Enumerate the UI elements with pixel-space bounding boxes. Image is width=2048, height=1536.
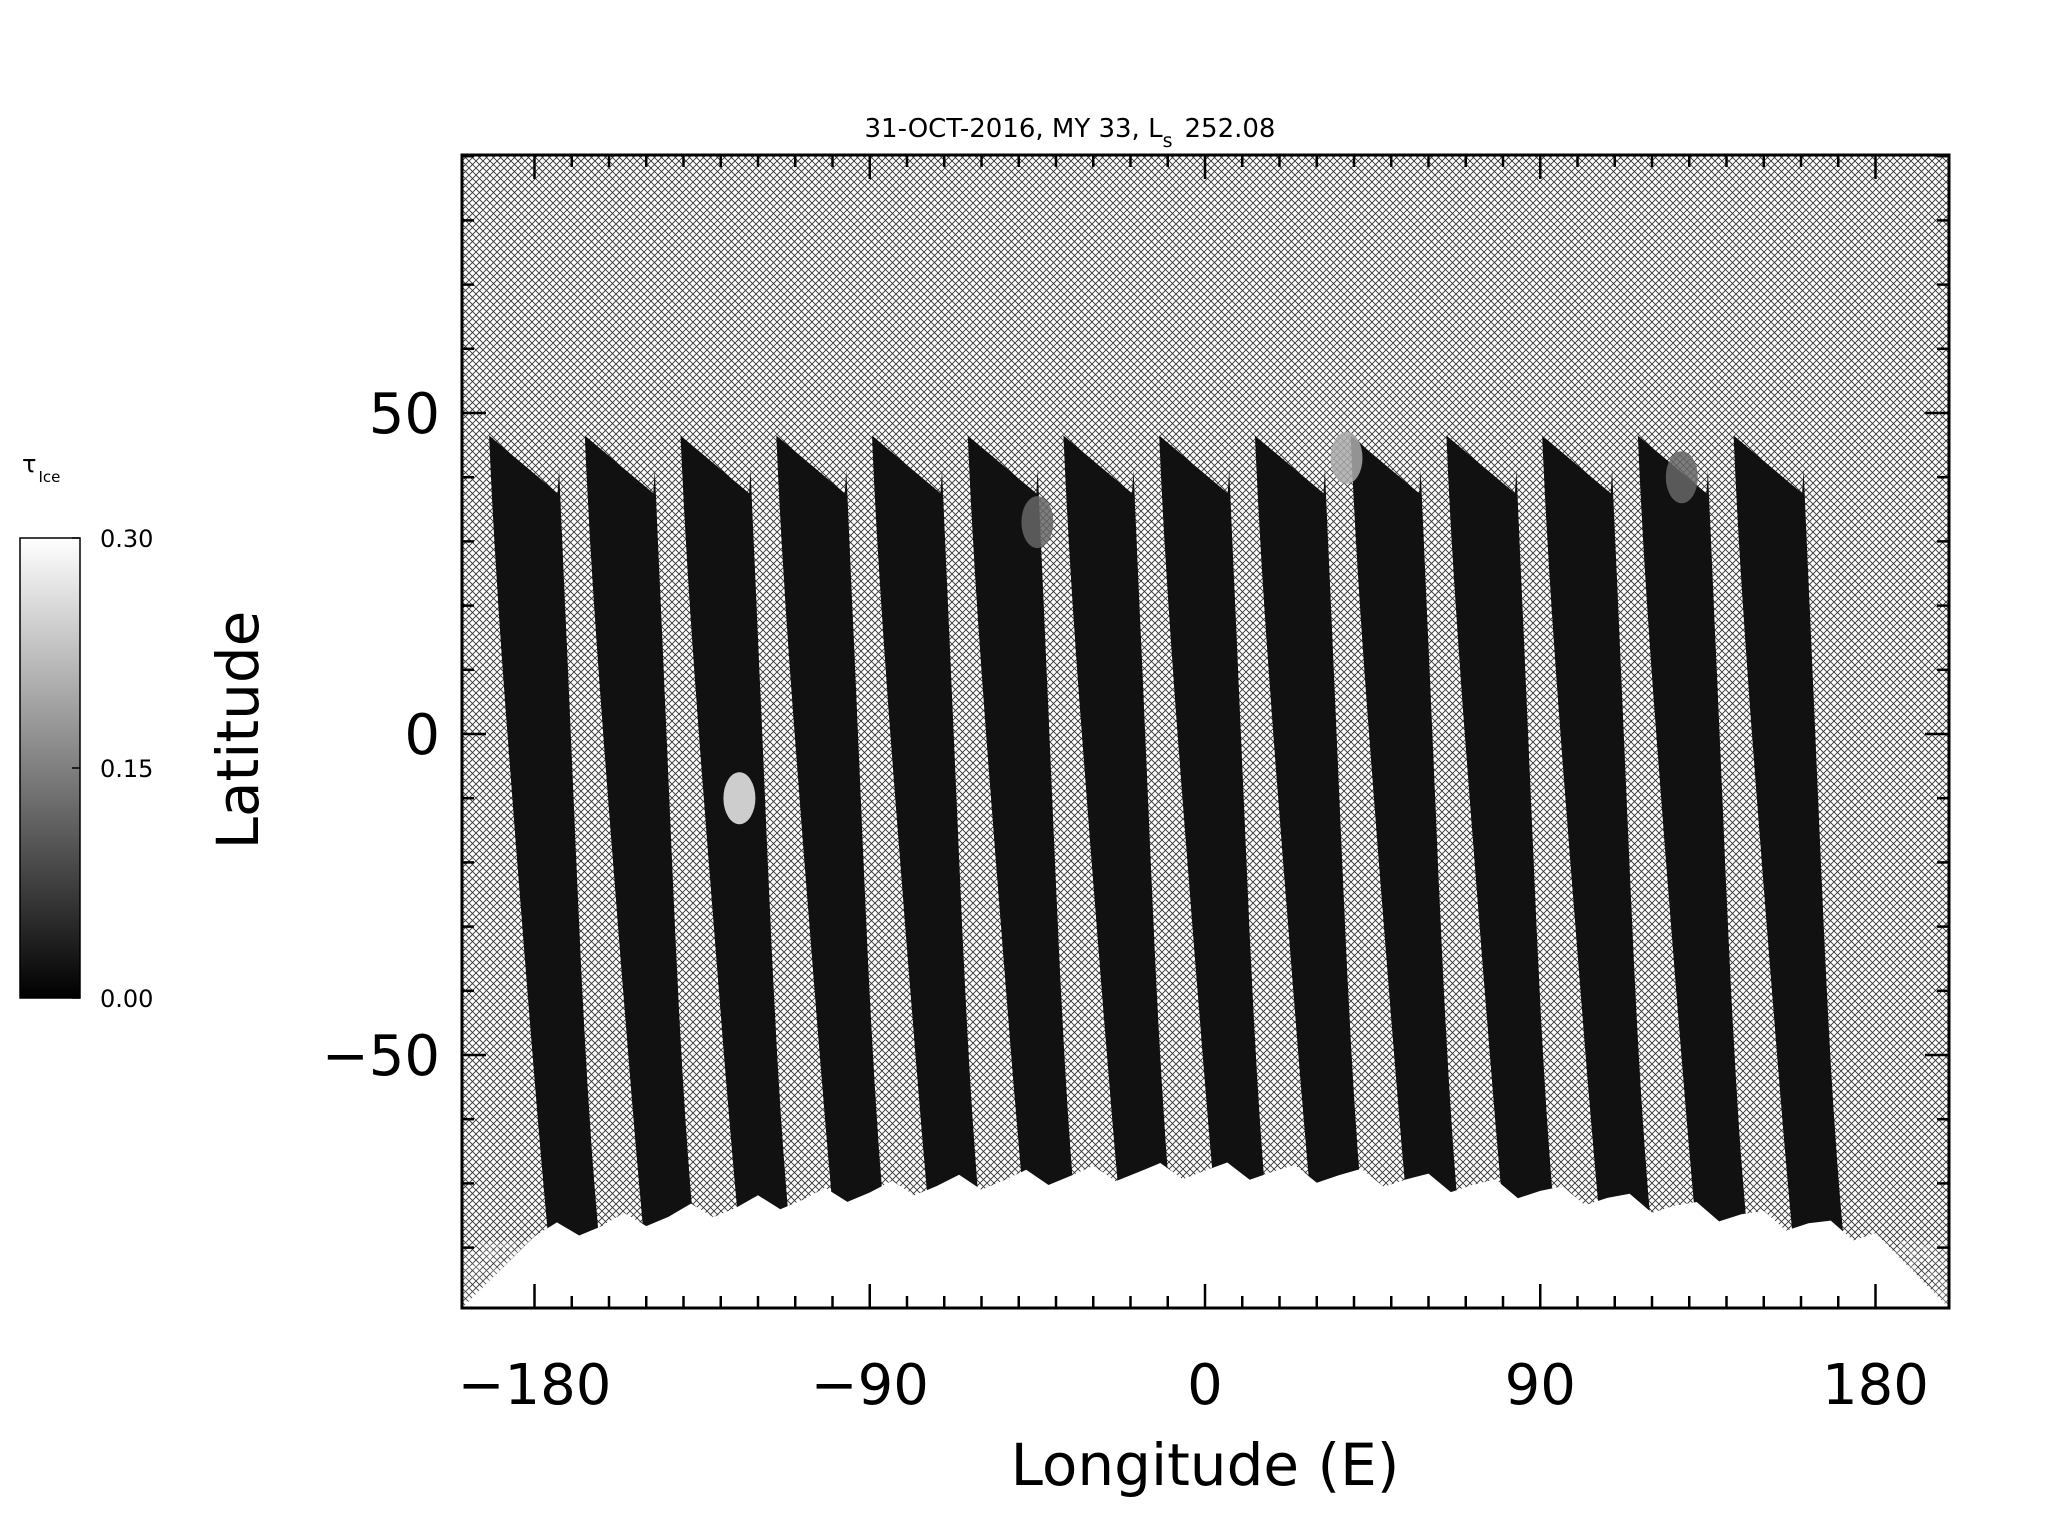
bright-feature-2 [1330, 431, 1363, 484]
axis-ticks [462, 154, 1949, 1308]
chart-title-subscript: s [1163, 130, 1173, 152]
x-tick-label: 0 [1187, 1353, 1223, 1418]
y-tick-label: 0 [404, 703, 440, 768]
swath-1 [489, 435, 601, 1258]
colorbar-ticks: 0.00 0.15 0.30 [72, 525, 153, 1013]
tick-labels: −180 −90 0 90 180 −50 0 50 [322, 382, 1929, 1418]
swath-layer [489, 435, 1846, 1258]
colorbar-tick-label: 0.30 [100, 525, 153, 553]
colorbar-label-subscript: Ice [38, 468, 60, 486]
swath-14 [1733, 435, 1846, 1258]
colorbar-label: τ Ice [22, 450, 60, 486]
swath-4 [776, 435, 888, 1258]
colorbar-tick-label: 0.00 [100, 985, 153, 1013]
y-tick-label: −50 [322, 1024, 440, 1089]
swath-9 [1254, 435, 1367, 1258]
swath-8 [1159, 435, 1271, 1258]
swath-11 [1446, 435, 1559, 1258]
swath-10 [1350, 435, 1463, 1258]
colorbar-label-symbol: τ [22, 450, 36, 478]
y-axis-label: Latitude [204, 611, 272, 850]
y-tick-label: 50 [369, 382, 440, 447]
x-tick-label: 90 [1505, 1353, 1576, 1418]
colorbar-tick-label: 0.15 [100, 755, 153, 783]
swath-6 [967, 435, 1080, 1258]
swath-7 [1063, 435, 1176, 1258]
colorbar-gradient [19, 537, 81, 999]
bright-feature-3 [1021, 496, 1054, 549]
colorbar: τ Ice 0.00 0.15 0.30 [19, 450, 153, 1013]
chart-title-main: 31-OCT-2016, MY 33, L [865, 114, 1164, 144]
x-axis-label: Longitude (E) [1011, 1431, 1400, 1499]
bright-feature-1 [723, 772, 756, 825]
feature-layer [723, 431, 1698, 825]
swath-13 [1637, 435, 1750, 1258]
x-tick-label: −180 [458, 1353, 612, 1418]
x-tick-label: 180 [1822, 1353, 1929, 1418]
chart-title-value: 252.08 [1184, 114, 1275, 144]
swath-3 [680, 435, 793, 1258]
chart-title: 31-OCT-2016, MY 33, Ls 252.08 [865, 114, 1276, 152]
plot-area [462, 155, 1949, 1308]
x-tick-label: −90 [811, 1353, 929, 1418]
swath-12 [1542, 435, 1654, 1258]
bright-feature-4 [1665, 451, 1698, 504]
swath-5 [872, 435, 984, 1258]
swath-2 [584, 435, 697, 1258]
